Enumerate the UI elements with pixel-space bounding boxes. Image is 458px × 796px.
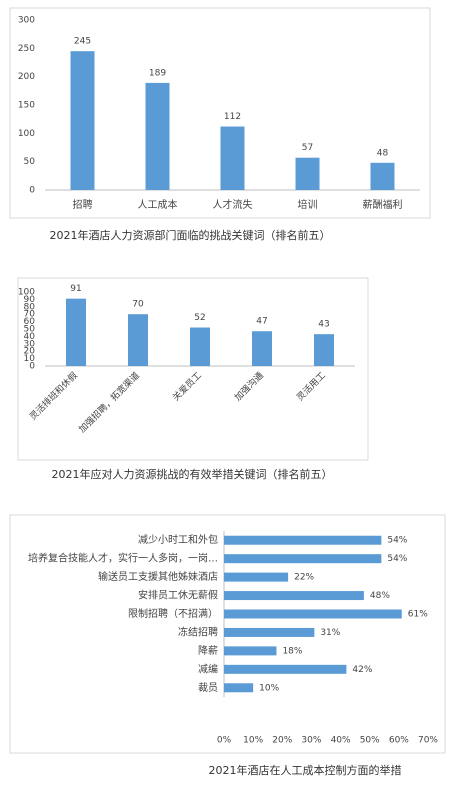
bar (224, 554, 382, 564)
y-tick-label: 培养复合技能人才，实行一人多岗，一岗… (28, 552, 218, 565)
bar (252, 331, 272, 366)
value-label: 48% (370, 591, 390, 601)
bar (70, 51, 95, 190)
x-tick-label: 加强招聘，拓宽渠道 (76, 369, 142, 435)
bar (295, 157, 320, 190)
y-tick-label: 减少小时工和外包 (138, 533, 218, 546)
y-tick-label: 限制招聘（不招满） (128, 607, 218, 620)
y-tick-label: 30 (24, 339, 36, 349)
x-tick-label: 加强沟通 (232, 369, 266, 403)
y-tick-label: 减编 (198, 662, 218, 675)
value-label: 43 (318, 320, 329, 330)
chart-frame (9, 514, 446, 754)
chart-frame (9, 7, 431, 219)
value-label: 91 (70, 284, 81, 294)
x-tick-label: 灵活排班和休假 (27, 369, 80, 422)
bar (128, 314, 148, 366)
bar (224, 683, 254, 693)
bar (314, 334, 334, 366)
bar (190, 327, 210, 366)
bar (224, 627, 315, 637)
x-tick-label: 人工成本 (138, 198, 178, 211)
y-tick-label: 50 (24, 325, 36, 335)
x-tick-label: 灵活用工 (294, 369, 328, 403)
y-tick-label: 60 (24, 317, 36, 327)
value-label: 112 (224, 112, 241, 122)
value-label: 57 (302, 143, 313, 153)
bar (224, 609, 402, 619)
y-tick-label: 10 (24, 354, 36, 364)
y-tick-label: 250 (18, 44, 35, 54)
y-tick-label: 冻结招聘 (178, 625, 218, 638)
chart-caption: 2021年酒店人力资源部门面临的挑战关键词（排名前五） (50, 228, 331, 242)
x-tick-label: 40% (331, 736, 351, 746)
x-tick-label: 0% (217, 736, 232, 746)
value-label: 245 (74, 37, 91, 47)
y-tick-label: 80 (24, 302, 36, 312)
x-tick-label: 关爱员工 (170, 369, 204, 403)
y-tick-label: 裁员 (198, 681, 218, 694)
bar (224, 664, 347, 674)
y-tick-label: 40 (24, 332, 36, 342)
y-tick-label: 输送员工支援其他姊妹酒店 (98, 570, 218, 583)
value-label: 54% (387, 536, 407, 546)
bar (224, 535, 382, 545)
y-tick-label: 70 (24, 310, 36, 320)
y-tick-label: 降薪 (198, 644, 218, 657)
value-label: 42% (352, 665, 372, 675)
value-label: 22% (294, 573, 314, 583)
bar (370, 162, 395, 190)
y-tick-label: 安排员工休无薪假 (138, 589, 218, 602)
x-tick-label: 培训 (298, 198, 318, 211)
x-tick-label: 招聘 (73, 198, 93, 211)
chart-caption: 2021年酒店在人工成本控制方面的举措 (209, 763, 402, 777)
bar (224, 591, 364, 601)
value-label: 10% (259, 683, 279, 693)
bar (145, 82, 170, 190)
value-label: 18% (282, 646, 302, 656)
y-tick-label: 100 (18, 129, 35, 139)
y-tick-label: 20 (24, 347, 36, 357)
bar (220, 126, 245, 190)
value-label: 189 (149, 68, 166, 78)
x-tick-label: 10% (243, 736, 263, 746)
x-tick-label: 50% (360, 736, 380, 746)
value-label: 52 (194, 313, 205, 323)
chart-caption: 2021年应对人力资源挑战的有效举措关键词（排名前五） (52, 467, 333, 481)
y-tick-label: 0 (29, 362, 35, 372)
x-tick-label: 30% (301, 736, 321, 746)
bar (66, 298, 86, 366)
x-tick-label: 60% (389, 736, 409, 746)
value-label: 70 (132, 300, 144, 310)
y-tick-label: 0 (29, 186, 35, 196)
y-tick-label: 90 (24, 295, 36, 305)
value-label: 61% (408, 610, 428, 620)
x-tick-label: 薪酬福利 (363, 198, 403, 211)
bar (224, 646, 277, 656)
y-tick-label: 300 (18, 16, 35, 26)
value-label: 47 (256, 317, 267, 327)
chart-frame (17, 277, 369, 461)
value-label: 48 (377, 148, 389, 158)
value-label: 54% (387, 554, 407, 564)
x-tick-label: 人才流失 (213, 198, 253, 211)
x-tick-label: 70% (418, 736, 438, 746)
y-tick-label: 100 (18, 288, 35, 298)
value-label: 31% (320, 628, 340, 638)
x-tick-label: 20% (272, 736, 292, 746)
bar (224, 572, 289, 582)
y-tick-label: 50 (24, 157, 36, 167)
y-tick-label: 150 (18, 101, 35, 111)
y-tick-label: 200 (18, 72, 35, 82)
